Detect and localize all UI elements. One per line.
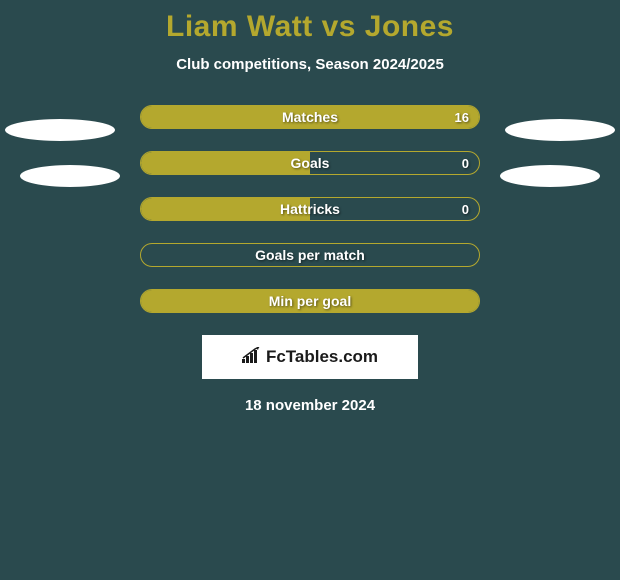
brand-text: FcTables.com [266, 347, 378, 367]
stat-label: Hattricks [280, 201, 340, 217]
stat-label: Matches [282, 109, 338, 125]
stat-row: Goals 0 [140, 151, 480, 175]
stat-row: Hattricks 0 [140, 197, 480, 221]
stat-label: Min per goal [269, 293, 351, 309]
subtitle: Club competitions, Season 2024/2025 [0, 56, 620, 73]
stat-row: Goals per match [140, 243, 480, 267]
stat-row: Matches 16 [140, 105, 480, 129]
stats-area: Matches 16 Goals 0 Hattricks 0 Goals per match… [0, 105, 620, 313]
stat-rows: Matches 16 Goals 0 Hattricks 0 Goals per match… [140, 105, 480, 313]
chart-icon [242, 347, 262, 368]
stat-value-right: 16 [455, 110, 469, 125]
date-label: 18 november 2024 [0, 397, 620, 414]
decor-ellipse-right-2 [500, 165, 600, 187]
decor-ellipse-right-1 [505, 119, 615, 141]
stat-fill [141, 152, 310, 174]
stat-value-right: 0 [462, 202, 469, 217]
comparison-title: Liam Watt vs Jones [0, 10, 620, 44]
decor-ellipse-left-2 [20, 165, 120, 187]
stat-value-right: 0 [462, 156, 469, 171]
decor-ellipse-left-1 [5, 119, 115, 141]
brand-box: FcTables.com [202, 335, 418, 379]
stat-label: Goals per match [255, 247, 365, 263]
stat-label: Goals [291, 155, 330, 171]
brand-label: FcTables.com [242, 347, 378, 368]
stat-row: Min per goal [140, 289, 480, 313]
